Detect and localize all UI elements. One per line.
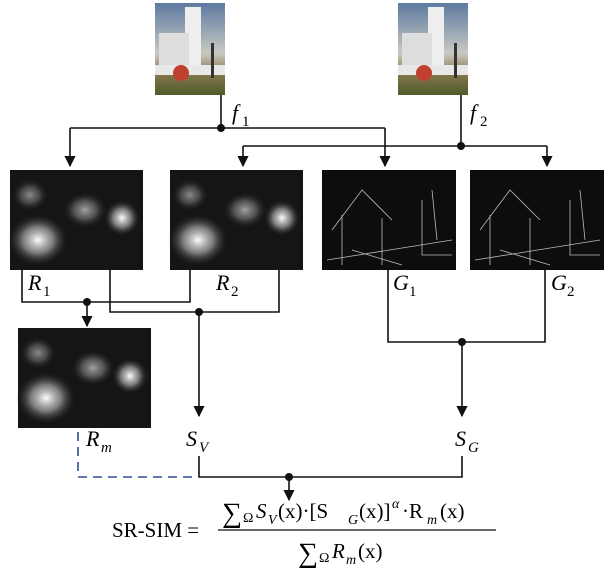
label: f (470, 100, 479, 125)
term: ·R (402, 499, 423, 523)
diagram: f1 f2 R1 R2 G1 G2 Rm SV SG SR-SIM = ∑ Ω … (0, 0, 607, 571)
sum: ∑ (298, 538, 318, 569)
sub: V (268, 513, 278, 528)
sub: G (348, 513, 358, 528)
term: R (331, 539, 345, 563)
label-sub: 1 (43, 284, 51, 300)
label: f (232, 100, 241, 125)
page: f1 f2 R1 R2 G1 G2 Rm SV SG SR-SIM = ∑ Ω … (0, 0, 607, 571)
sup: α (392, 497, 400, 512)
label: R (215, 270, 230, 295)
label: G (551, 270, 567, 295)
label-sub: 2 (480, 114, 488, 130)
saliency-map-m (16, 328, 151, 428)
label-sub: V (199, 440, 210, 456)
term: (x)·[S (278, 499, 328, 523)
formula: SR-SIM = ∑ Ω S V (x)·[S G (x)] α ·R m (x… (112, 497, 496, 569)
label: S (455, 426, 466, 451)
term: (x)] (359, 499, 390, 523)
sub: Ω (319, 551, 329, 566)
label-sub: G (468, 440, 479, 456)
formula-lhs: SR-SIM = (112, 518, 199, 542)
term: (x) (440, 499, 465, 523)
sum: ∑ (222, 498, 242, 529)
label: S (186, 426, 197, 451)
photo-2 (398, 3, 468, 95)
label-sub: 2 (567, 284, 575, 300)
gradient-map-1 (322, 170, 456, 270)
label: R (85, 426, 100, 451)
label-sub: m (101, 440, 112, 456)
label-sub: 1 (409, 284, 417, 300)
saliency-map-2 (168, 170, 303, 270)
label-sub: 2 (231, 284, 239, 300)
label-sub: 1 (242, 114, 250, 130)
sub: m (346, 553, 356, 568)
photo-1 (155, 3, 225, 95)
term: (x) (358, 539, 383, 563)
label: R (27, 270, 42, 295)
term: S (256, 499, 267, 523)
gradient-map-2 (470, 170, 604, 270)
sub: Ω (243, 511, 253, 526)
label: G (393, 270, 409, 295)
saliency-map-1 (8, 170, 143, 270)
sub: m (427, 513, 437, 528)
